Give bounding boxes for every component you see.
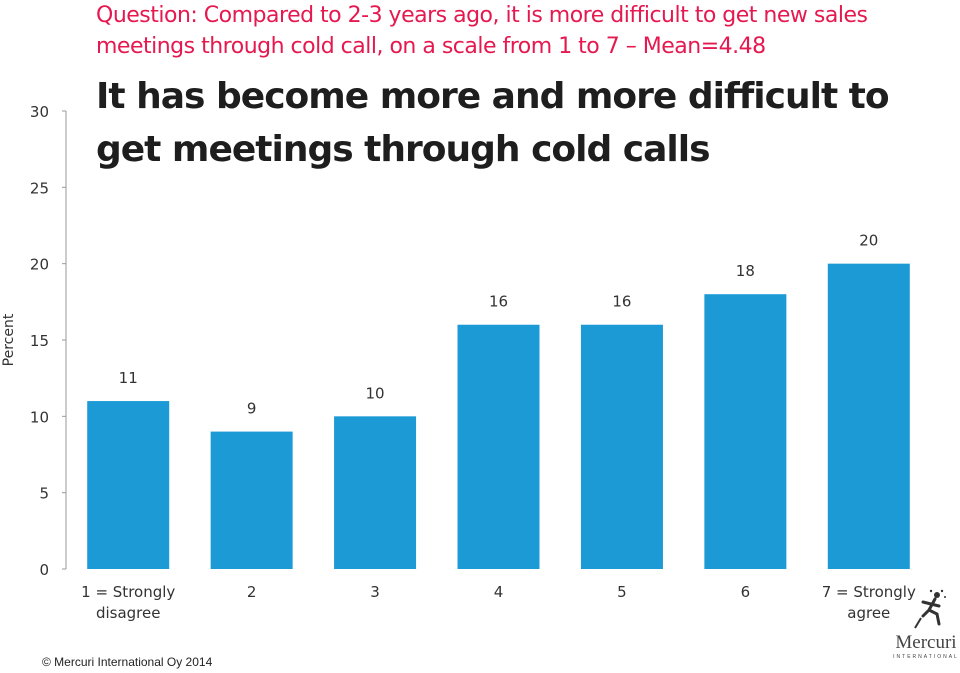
mercuri-logo: Mercuri INTERNATIONAL <box>893 588 959 668</box>
y-tick-label: 15 <box>30 332 49 350</box>
y-axis-title: Percent <box>1 313 17 366</box>
y-tick-label: 20 <box>30 256 49 274</box>
x-tick-label: 5 <box>617 583 627 601</box>
y-tick-label: 0 <box>39 561 49 579</box>
bar-value-label: 18 <box>736 262 755 280</box>
bar <box>334 416 417 569</box>
runner-icon <box>914 589 946 629</box>
bar <box>827 263 910 569</box>
x-tick-label: agree <box>847 604 890 622</box>
bar <box>87 401 170 569</box>
y-tick-label: 25 <box>30 179 49 197</box>
y-tick-label: 10 <box>30 408 49 426</box>
question-text: Question: Compared to 2-3 years ago, it … <box>96 3 868 59</box>
copyright-footer: © Mercuri International Oy 2014 <box>42 655 213 669</box>
x-tick-label: 6 <box>741 583 751 601</box>
x-tick-label: 4 <box>494 583 504 601</box>
bar-value-label: 10 <box>366 384 385 402</box>
x-tick-label: 2 <box>247 583 257 601</box>
x-tick-label: 7 = Strongly <box>822 583 916 601</box>
x-tick-label: 3 <box>370 583 380 601</box>
bar <box>704 294 787 569</box>
bar-value-label: 16 <box>612 293 631 311</box>
headline: It has become more and more difficult to… <box>96 76 890 170</box>
x-tick-label: disagree <box>96 604 161 622</box>
y-tick-label: 5 <box>39 485 49 503</box>
bar <box>580 324 663 569</box>
bar-value-label: 11 <box>119 369 138 387</box>
bar-value-label: 16 <box>489 293 508 311</box>
bar <box>210 431 293 569</box>
bar-value-label: 20 <box>859 232 878 250</box>
logo-subtext: INTERNATIONAL <box>893 654 959 660</box>
y-tick-label: 30 <box>30 103 49 121</box>
logo-text: Mercuri <box>895 632 957 653</box>
bar <box>457 324 540 569</box>
bar-value-label: 9 <box>247 400 257 418</box>
x-tick-label: 1 = Strongly <box>81 583 175 601</box>
